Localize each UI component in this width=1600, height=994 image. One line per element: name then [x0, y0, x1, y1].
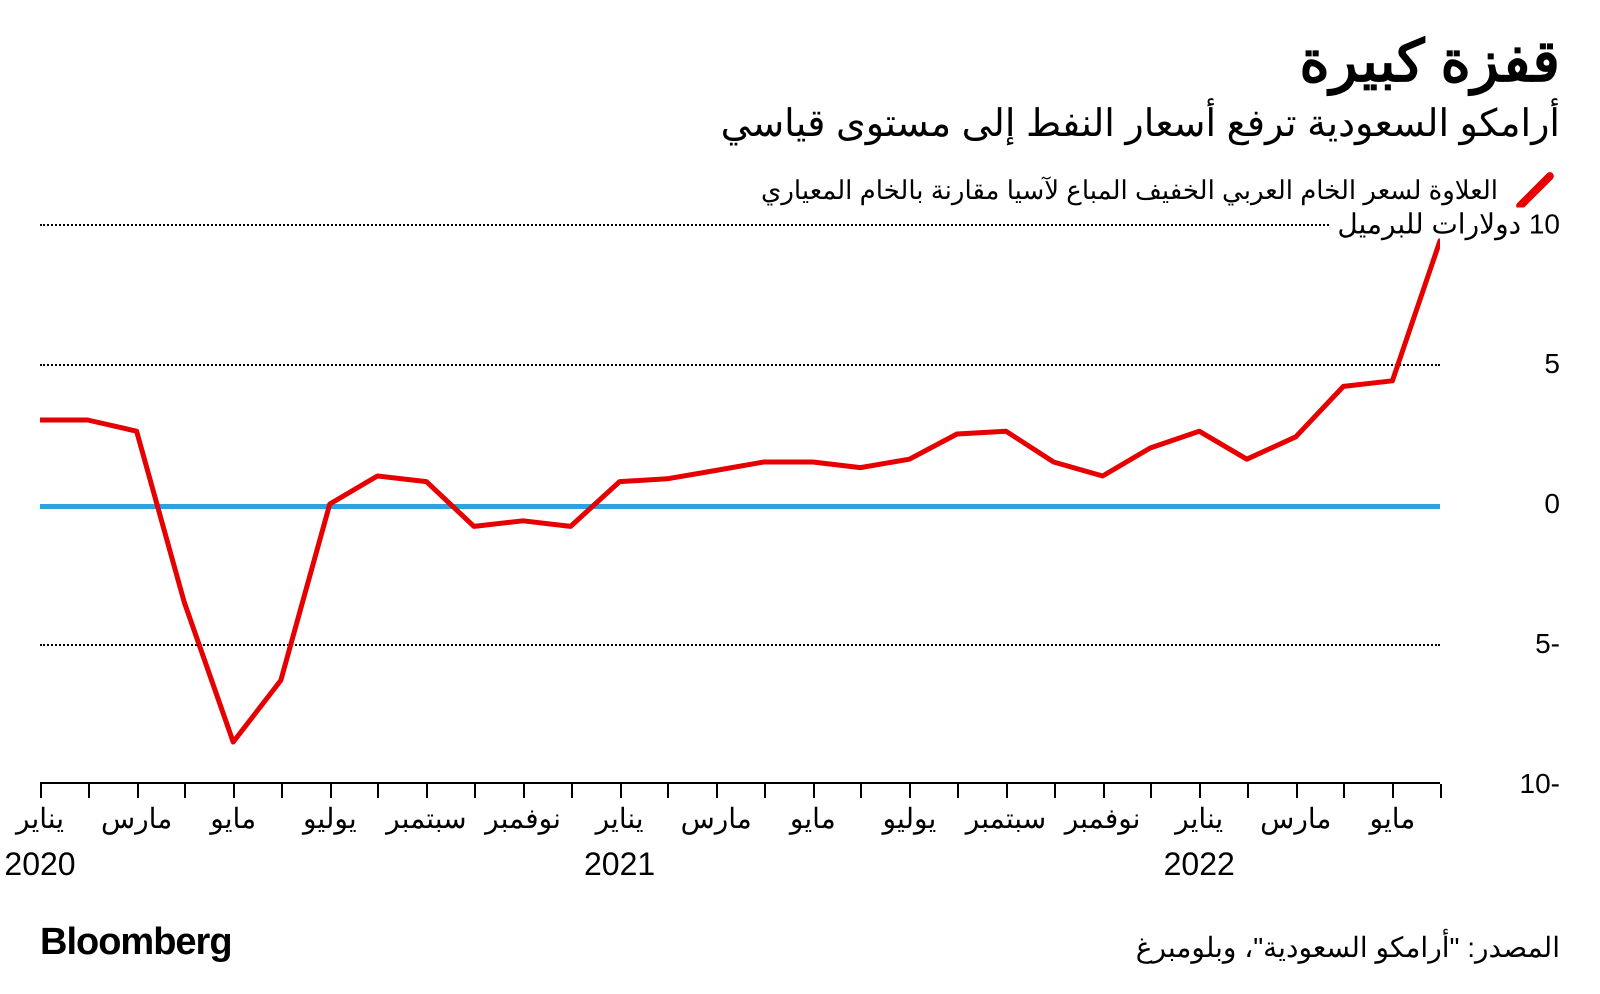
x-year-label: 2020 — [4, 846, 75, 883]
x-year-label: 2022 — [1164, 846, 1235, 883]
chart-subtitle: أرامكو السعودية ترفع أسعار النفط إلى مست… — [40, 102, 1560, 148]
x-month-label: مارس — [681, 802, 752, 835]
y-tick-label: -10 — [1514, 768, 1560, 800]
y-tick-label: 5 — [1538, 348, 1560, 380]
x-month-label: يوليو — [303, 802, 357, 835]
line-series — [40, 224, 1440, 784]
x-month-label: نوفمبر — [1065, 802, 1141, 835]
y-tick-label: 0 — [1538, 488, 1560, 520]
x-month-label: سبتمبر — [386, 802, 466, 835]
x-ticks — [40, 784, 1440, 798]
legend-swatch — [1514, 170, 1555, 211]
chart-card: قفزة كبيرة أرامكو السعودية ترفع أسعار ال… — [0, 0, 1600, 994]
chart-header: قفزة كبيرة أرامكو السعودية ترفع أسعار ال… — [40, 30, 1560, 147]
x-month-label: نوفمبر — [485, 802, 561, 835]
y-tick-label: -5 — [1529, 628, 1560, 660]
chart-legend: العلاوة لسعر الخام العربي الخفيف المباع … — [40, 175, 1560, 206]
x-year-label: 2021 — [584, 846, 655, 883]
x-month-label: سبتمبر — [966, 802, 1046, 835]
chart-source: المصدر: "أرامكو السعودية"، وبلومبرغ — [1136, 931, 1560, 964]
x-month-labels: يناير مارس مايو يوليو سبتمبر نوفمبر يناير مارس م… — [40, 802, 1440, 842]
x-month-label: يناير — [1175, 802, 1223, 835]
chart-plot-area: 10 دولارات للبرميل50-5-10ينايرمارسمايويو… — [40, 224, 1560, 784]
x-month-label: مايو — [1369, 802, 1415, 835]
legend-label: العلاوة لسعر الخام العربي الخفيف المباع … — [761, 175, 1498, 206]
brand-logo: Bloomberg — [40, 921, 232, 964]
chart-footer: Bloomberg المصدر: "أرامكو السعودية"، وبل… — [40, 921, 1560, 964]
x-month-label: مايو — [210, 802, 256, 835]
x-year-labels: 202020212022 — [40, 846, 1440, 886]
x-month-label: يوليو — [883, 802, 937, 835]
x-month-label: يناير — [596, 802, 644, 835]
x-month-label: مارس — [1260, 802, 1331, 835]
x-month-label: مايو — [790, 802, 836, 835]
chart-title: قفزة كبيرة — [40, 30, 1560, 94]
x-month-label: يناير — [16, 802, 64, 835]
x-month-label: مارس — [101, 802, 172, 835]
